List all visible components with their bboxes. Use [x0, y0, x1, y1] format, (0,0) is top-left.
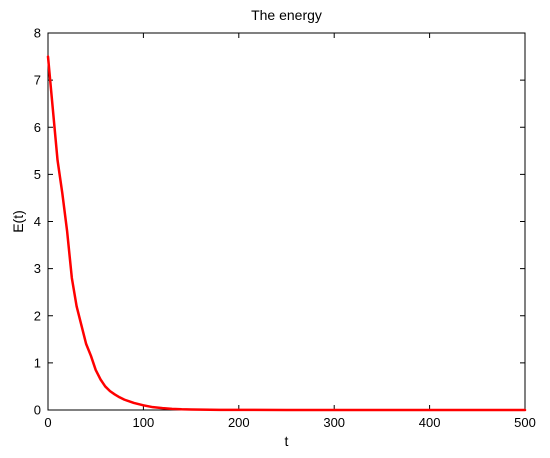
x-tick-label: 200 [228, 415, 250, 430]
y-tick-label: 2 [34, 308, 41, 323]
y-tick-label: 0 [34, 403, 41, 418]
y-tick-label: 4 [34, 214, 41, 229]
series-line-energy [46, 55, 527, 412]
ticks-layer [47, 32, 526, 411]
plot-frame [47, 32, 526, 411]
x-tick-label: 300 [323, 415, 345, 430]
y-tick-label: 5 [34, 167, 41, 182]
x-tick-label: 400 [419, 415, 441, 430]
x-tick-label: 500 [514, 415, 536, 430]
y-tick-label: 1 [34, 355, 41, 370]
tick-labels-layer: 0 100 200 300 400 500 0 1 2 3 4 5 6 7 8 [34, 26, 536, 431]
y-tick-label: 6 [34, 120, 41, 135]
y-tick-label: 8 [34, 26, 41, 41]
x-tick-label: 100 [133, 415, 155, 430]
y-axis-label: E(t) [10, 210, 26, 233]
chart-title: The energy [251, 7, 322, 23]
x-tick-label: 0 [44, 415, 51, 430]
x-axis-label: t [285, 433, 289, 449]
y-tick-label: 7 [34, 73, 41, 88]
y-tick-label: 3 [34, 261, 41, 276]
